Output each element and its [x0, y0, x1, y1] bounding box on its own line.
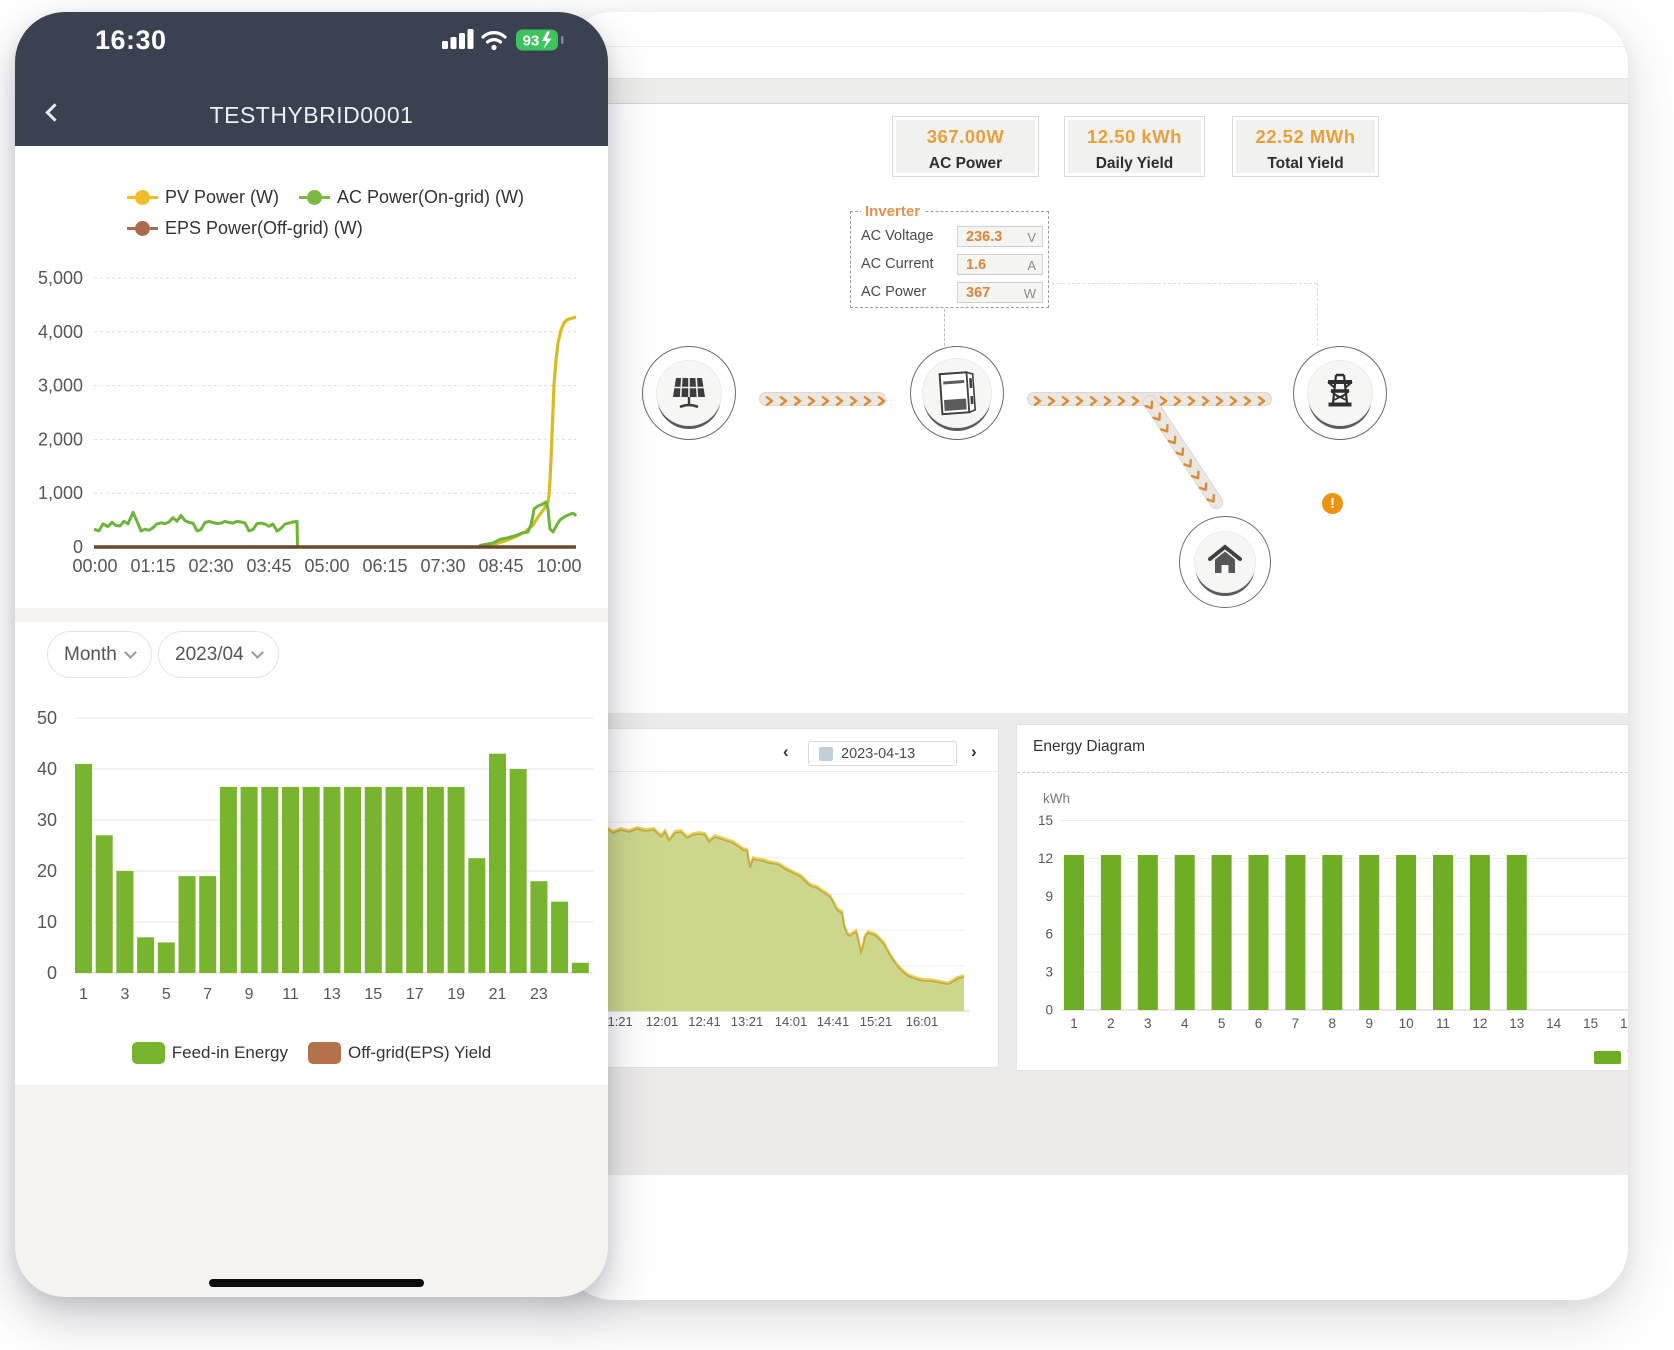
- svg-text:08:45: 08:45: [478, 556, 523, 576]
- svg-text:14: 14: [1546, 1016, 1562, 1031]
- svg-text:05:00: 05:00: [304, 556, 349, 576]
- svg-text:21: 21: [489, 986, 507, 1003]
- svg-text:6: 6: [1255, 1016, 1263, 1031]
- svg-text:0: 0: [1045, 1003, 1053, 1018]
- svg-text:12: 12: [1038, 851, 1053, 866]
- svg-text:14:01: 14:01: [775, 1014, 808, 1029]
- svg-text:10: 10: [1399, 1016, 1414, 1031]
- svg-text:13: 13: [1509, 1016, 1524, 1031]
- svg-text:17: 17: [406, 986, 424, 1003]
- svg-text:15:21: 15:21: [860, 1014, 893, 1029]
- svg-text:3: 3: [1045, 965, 1053, 980]
- svg-text:07:30: 07:30: [420, 556, 465, 576]
- svg-text:14:41: 14:41: [817, 1014, 850, 1029]
- svg-text:3: 3: [120, 986, 129, 1003]
- svg-text:5: 5: [1218, 1016, 1226, 1031]
- svg-text:11: 11: [1436, 1016, 1450, 1031]
- svg-text:11:21: 11:21: [601, 1014, 633, 1029]
- svg-text:01:15: 01:15: [130, 556, 175, 576]
- svg-text:8: 8: [1329, 1016, 1337, 1031]
- svg-text:12:41: 12:41: [688, 1014, 721, 1029]
- svg-text:40: 40: [37, 759, 57, 779]
- svg-text:4: 4: [1181, 1016, 1189, 1031]
- svg-text:4,000: 4,000: [38, 322, 83, 342]
- svg-text:0: 0: [47, 963, 57, 983]
- svg-text:12:01: 12:01: [646, 1014, 679, 1029]
- svg-text:15: 15: [1583, 1016, 1598, 1031]
- svg-text:06:15: 06:15: [362, 556, 407, 576]
- svg-text:1,000: 1,000: [38, 483, 83, 503]
- svg-text:16:01: 16:01: [906, 1014, 939, 1029]
- svg-text:93: 93: [523, 33, 540, 50]
- svg-text:0: 0: [73, 537, 83, 557]
- svg-text:19: 19: [447, 986, 465, 1003]
- svg-text:11: 11: [282, 986, 299, 1003]
- svg-text:15: 15: [1038, 813, 1053, 828]
- svg-text:03:45: 03:45: [246, 556, 291, 576]
- svg-text:12: 12: [1472, 1016, 1487, 1031]
- svg-text:7: 7: [1292, 1016, 1300, 1031]
- svg-text:1: 1: [1070, 1016, 1078, 1031]
- svg-text:2: 2: [1107, 1016, 1115, 1031]
- svg-text:23: 23: [530, 986, 548, 1003]
- svg-text:3: 3: [1144, 1016, 1152, 1031]
- svg-text:3,000: 3,000: [38, 376, 83, 396]
- svg-text:00:00: 00:00: [72, 556, 117, 576]
- svg-text:02:30: 02:30: [188, 556, 233, 576]
- svg-text:5,000: 5,000: [38, 268, 83, 288]
- svg-text:50: 50: [37, 708, 57, 728]
- svg-text:7: 7: [203, 986, 212, 1003]
- svg-text:13:21: 13:21: [731, 1014, 764, 1029]
- svg-text:9: 9: [1365, 1016, 1373, 1031]
- svg-text:10:00: 10:00: [536, 556, 581, 576]
- svg-text:2,000: 2,000: [38, 429, 83, 449]
- svg-text:10: 10: [37, 912, 57, 932]
- svg-text:6: 6: [1045, 927, 1053, 942]
- svg-text:1: 1: [79, 986, 88, 1003]
- svg-text:5: 5: [162, 986, 171, 1003]
- svg-text:30: 30: [37, 810, 57, 830]
- svg-text:9: 9: [1045, 889, 1053, 904]
- svg-text:9: 9: [245, 986, 254, 1003]
- svg-text:13: 13: [323, 986, 341, 1003]
- svg-text:16: 16: [1620, 1016, 1628, 1031]
- svg-text:20: 20: [37, 861, 57, 881]
- svg-text:15: 15: [364, 986, 382, 1003]
